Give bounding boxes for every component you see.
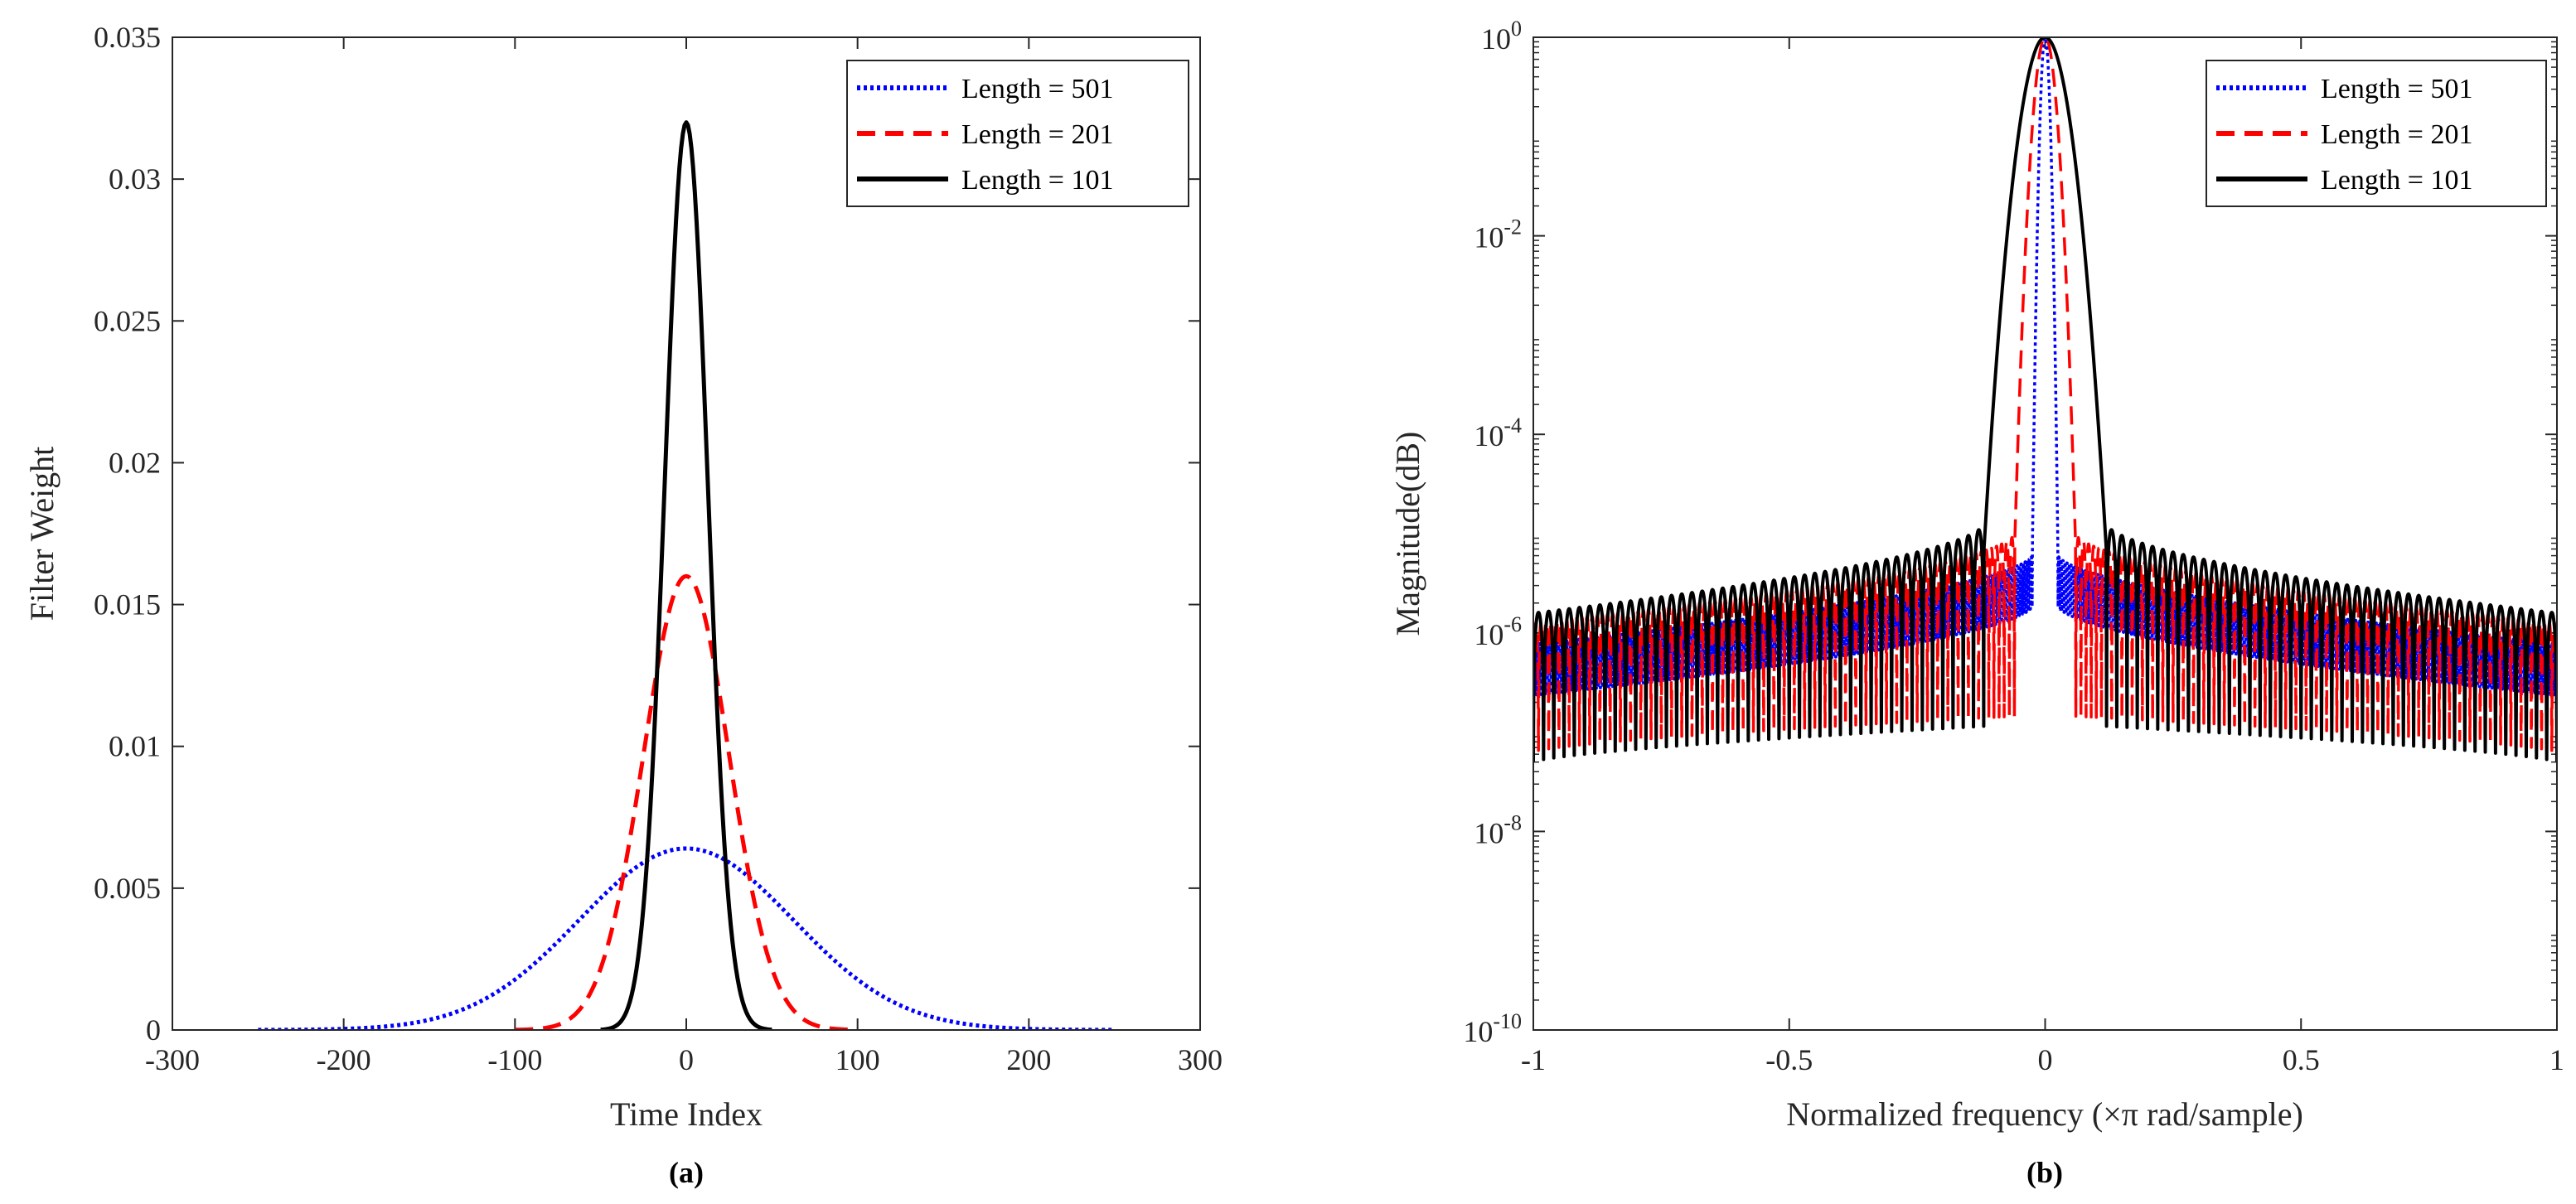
tick-labels-b: -1 -0.5 0 0.5 1 10-10 10-8 10-6 10-4 10-2 100 bbox=[1463, 17, 2564, 1076]
y-tick-label-b: 10-6 bbox=[1474, 612, 1522, 651]
y-tick-label-a: 0 bbox=[146, 1013, 161, 1047]
y-tick-label-b: 10-4 bbox=[1474, 413, 1522, 452]
legend-label-501-b: Length = 501 bbox=[2321, 74, 2472, 104]
y-tick-label-a: 0.015 bbox=[94, 588, 161, 621]
legend-label-201-a: Length = 201 bbox=[961, 119, 1113, 150]
y-tick-label-a: 0.035 bbox=[94, 21, 161, 54]
y-tick-label-a: 0.03 bbox=[109, 162, 161, 196]
series-line-101-b bbox=[1533, 37, 2557, 762]
legend-label-501-a: Length = 501 bbox=[961, 74, 1113, 104]
series-line-100-a bbox=[514, 573, 859, 1030]
x-tick-label-b: 0.5 bbox=[2283, 1043, 2320, 1076]
axes-box-a bbox=[172, 36, 1201, 1031]
series-lines-a bbox=[257, 120, 1116, 1030]
y-tick-label-a: 0.005 bbox=[94, 872, 161, 905]
y-tick-label-b: 10-8 bbox=[1474, 810, 1522, 849]
legend-a: Length = 501 Length = 201 Length = 101 bbox=[846, 60, 1189, 207]
x-tick-label-a: 300 bbox=[1178, 1043, 1223, 1076]
x-tick-label-a: 0 bbox=[679, 1043, 694, 1076]
x-axis-label-b: Normalized frequency (×π rad/sample) bbox=[1786, 1095, 2303, 1133]
series-line-501-b bbox=[1533, 37, 2557, 697]
y-tick-label-a: 0.02 bbox=[109, 446, 161, 479]
axes-box-b bbox=[1533, 36, 2558, 1031]
tick-labels-a: -300 -200 -100 0 100 200 300 0 0.005 0.01 0.015 0.0… bbox=[94, 21, 1223, 1076]
x-tick-label-a: -100 bbox=[487, 1043, 542, 1076]
series-line-250-a bbox=[257, 846, 1116, 1030]
legend-box-b bbox=[2206, 60, 2547, 207]
legend-b: Length = 501 Length = 201 Length = 101 bbox=[2206, 60, 2547, 207]
x-axis-label-a: Time Index bbox=[610, 1095, 763, 1133]
x-tick-label-a: 200 bbox=[1006, 1043, 1051, 1076]
series-lines-b bbox=[1533, 37, 2557, 762]
panel-a: -300 -200 -100 0 100 200 300 0 0.005 0.01 0.015 0.0… bbox=[23, 21, 1223, 1189]
caption-b: (b) bbox=[2026, 1156, 2063, 1189]
x-tick-label-a: -200 bbox=[317, 1043, 371, 1076]
y-axis-label-b: Magnitude(dB) bbox=[1389, 432, 1426, 636]
x-tick-label-b: 0 bbox=[2038, 1043, 2053, 1076]
legend-label-201-b: Length = 201 bbox=[2321, 119, 2472, 150]
y-axis-label-a: Filter Weight bbox=[23, 447, 61, 621]
y-tick-label-b: 10-2 bbox=[1474, 215, 1522, 254]
y-tick-label-b: 10-10 bbox=[1463, 1009, 1522, 1048]
panel-b: -1 -0.5 0 0.5 1 10-10 10-8 10-6 10-4 10-2 100 Norm… bbox=[1389, 17, 2564, 1189]
legend-label-101-b: Length = 101 bbox=[2321, 165, 2472, 196]
series-line-50-a bbox=[600, 120, 772, 1030]
y-tick-label-a: 0.01 bbox=[109, 730, 161, 763]
y-tick-label-b: 100 bbox=[1481, 17, 1522, 56]
x-tick-label-a: 100 bbox=[835, 1043, 880, 1076]
legend-label-101-a: Length = 101 bbox=[961, 165, 1113, 196]
caption-a: (a) bbox=[669, 1156, 704, 1189]
x-tick-label-b: 1 bbox=[2549, 1043, 2564, 1076]
x-tick-label-a: -300 bbox=[145, 1043, 200, 1076]
y-tick-label-a: 0.025 bbox=[94, 304, 161, 337]
x-tick-label-b: -1 bbox=[1521, 1043, 1546, 1076]
legend-box-a bbox=[846, 60, 1189, 207]
x-tick-label-b: -0.5 bbox=[1765, 1043, 1813, 1076]
